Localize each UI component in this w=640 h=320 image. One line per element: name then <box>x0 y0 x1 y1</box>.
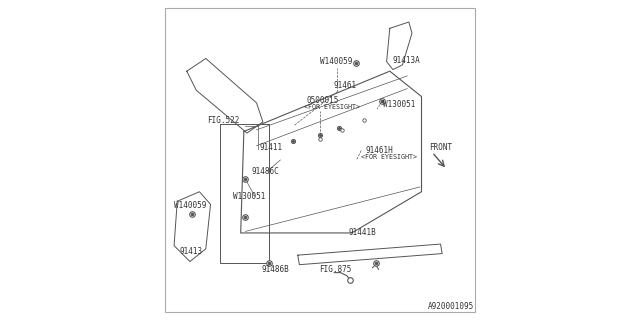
Text: A920001095: A920001095 <box>428 302 474 311</box>
Text: FIG.875: FIG.875 <box>319 265 351 274</box>
Text: 91461: 91461 <box>333 81 356 90</box>
Text: 91413A: 91413A <box>393 56 420 65</box>
Text: 91461H: 91461H <box>366 146 394 155</box>
Text: W130051: W130051 <box>233 192 265 201</box>
Text: FIG.522: FIG.522 <box>207 116 240 125</box>
Text: 91486B: 91486B <box>261 265 289 274</box>
Text: FRONT: FRONT <box>429 143 452 152</box>
Text: 91411: 91411 <box>260 143 283 152</box>
Text: 91413: 91413 <box>180 247 203 257</box>
Text: <FOR EYESIGHT>: <FOR EYESIGHT> <box>303 104 360 110</box>
Text: W130051: W130051 <box>383 100 416 109</box>
Text: <FOR EYESIGHT>: <FOR EYESIGHT> <box>360 155 417 160</box>
Text: 0500015: 0500015 <box>307 96 339 105</box>
Text: 91441B: 91441B <box>349 228 376 237</box>
Text: W140059: W140059 <box>174 202 207 211</box>
Text: W140059: W140059 <box>320 57 353 66</box>
Bar <box>220 124 269 263</box>
Text: 91486C: 91486C <box>252 167 280 176</box>
